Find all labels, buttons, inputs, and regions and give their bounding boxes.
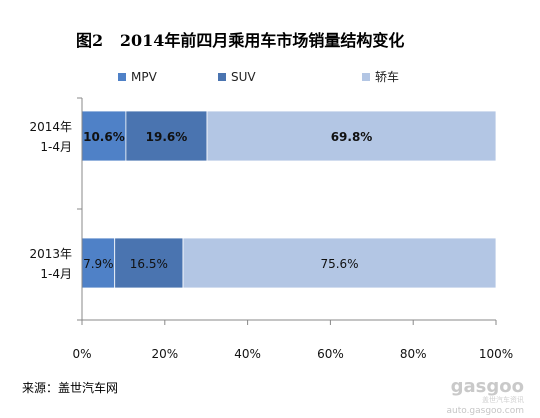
- category-label-0-0: 2014年: [29, 120, 72, 134]
- category-label-1-0: 2013年: [29, 247, 72, 261]
- bars-group: 10.6% 19.6% 69.8% 2014年 1-4月 7.9% 16.5% 75.6% 20…: [29, 110, 497, 289]
- data-label-1-1: 16.5%: [130, 257, 168, 271]
- bar-segment-0-0: [81, 110, 127, 162]
- x-tick-label-4: 80%: [400, 347, 427, 361]
- legend-swatch-1: [218, 73, 226, 81]
- legend-label-2: 轿车: [375, 69, 399, 84]
- legend-swatch-2: [362, 73, 370, 81]
- chart-legend: MPV SUV 轿车: [118, 69, 399, 84]
- data-label-0-2: 69.8%: [331, 130, 373, 144]
- data-label-0-1: 19.6%: [146, 130, 188, 144]
- data-label-0-0: 10.6%: [83, 130, 125, 144]
- bar-segment-1-0: [81, 237, 116, 289]
- chart-title: 图2 2014年前四月乘用车市场销量结构变化: [76, 31, 405, 50]
- x-tick-label-1: 20%: [151, 347, 178, 361]
- watermark-url: auto.gasgoo.com: [446, 406, 524, 416]
- axes-group: 0% 20% 40% 60% 80% 100%: [72, 97, 513, 361]
- category-label-1-1: 1-4月: [40, 267, 72, 281]
- legend-label-0: MPV: [131, 70, 158, 84]
- category-label-0-1: 1-4月: [40, 140, 72, 154]
- source-note: 来源：盖世汽车网: [22, 381, 119, 395]
- watermark-logo-text: gasgoo: [451, 376, 524, 397]
- bar-segment-0-2: [206, 110, 497, 162]
- legend-swatch-0: [118, 73, 126, 81]
- data-label-1-0: 7.9%: [83, 257, 114, 271]
- bar-segment-1-1: [114, 237, 184, 289]
- legend-label-1: SUV: [231, 70, 256, 84]
- gasgoo-logo: gasgoo 盖世汽车资讯 auto.gasgoo.com: [446, 376, 524, 416]
- x-tick-label-0: 0%: [72, 347, 91, 361]
- x-tick-label-3: 60%: [317, 347, 344, 361]
- x-tick-label-5: 100%: [479, 347, 513, 361]
- bar-segment-1-2: [182, 237, 497, 289]
- watermark-subtext: 盖世汽车资讯: [482, 395, 524, 404]
- data-label-1-2: 75.6%: [320, 257, 358, 271]
- x-tick-label-2: 40%: [234, 347, 261, 361]
